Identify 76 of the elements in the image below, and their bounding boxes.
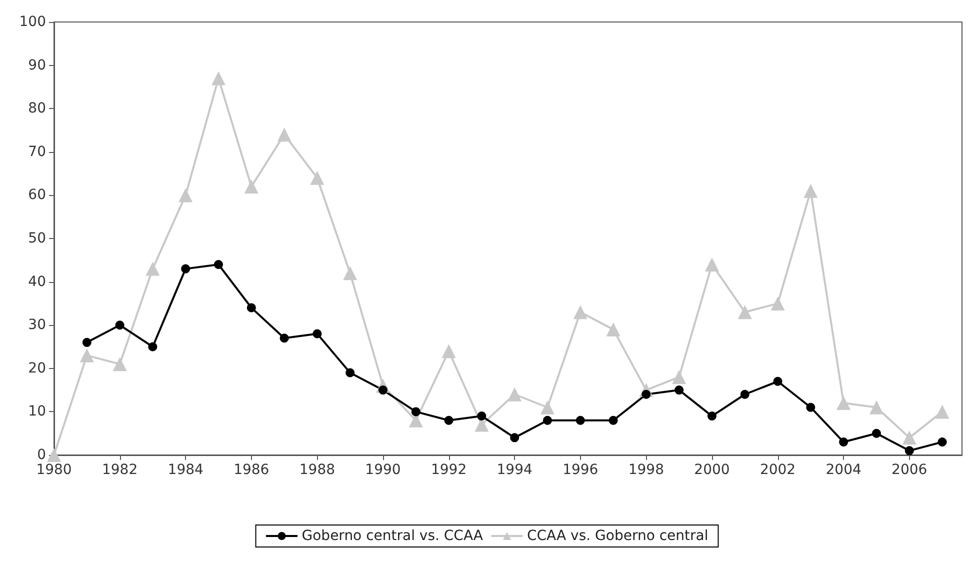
y-tick-label: 40	[28, 274, 46, 290]
y-tick-label: 100	[19, 14, 46, 30]
point	[839, 438, 848, 447]
point	[902, 430, 916, 445]
point	[178, 188, 193, 202]
point	[346, 368, 355, 378]
y-tick-label: 70	[28, 144, 46, 160]
point	[938, 438, 947, 447]
point	[704, 257, 719, 272]
point	[277, 128, 292, 142]
point	[576, 416, 585, 425]
point	[82, 338, 92, 347]
point	[738, 305, 752, 320]
point	[47, 448, 61, 462]
x-tick-label: 1982	[102, 462, 138, 478]
point	[246, 303, 256, 312]
x-tick-label: 1984	[168, 462, 204, 478]
point	[211, 71, 226, 86]
x-tick-label: 1998	[628, 462, 664, 478]
x-tick-label: 1980	[36, 462, 72, 478]
y-tick-label: 30	[28, 317, 46, 334]
point	[935, 404, 950, 419]
x-tick-label: 1990	[365, 462, 401, 478]
point	[904, 446, 914, 456]
point	[280, 334, 289, 343]
point	[343, 266, 358, 280]
point	[181, 264, 190, 274]
point	[214, 260, 223, 269]
point	[442, 344, 456, 358]
y-tick-label: 60	[28, 187, 46, 204]
point	[312, 329, 322, 338]
x-tick-label: 1992	[430, 462, 467, 478]
x-tick-label: 2002	[760, 462, 796, 478]
point	[869, 400, 884, 414]
point	[608, 416, 618, 425]
point	[310, 170, 324, 185]
point	[148, 342, 158, 352]
point	[542, 416, 552, 425]
point	[606, 322, 620, 336]
point	[444, 416, 454, 425]
point	[674, 386, 684, 395]
legend-label: Goberno central vs. CCAA	[302, 528, 484, 544]
point	[146, 262, 160, 276]
point	[773, 376, 782, 386]
x-tick-label: 2000	[694, 462, 730, 478]
point	[112, 357, 127, 372]
point	[672, 370, 686, 384]
x-tick-label: 1988	[299, 462, 336, 478]
y-tick-label: 0	[37, 447, 46, 463]
y-tick-label: 50	[28, 230, 46, 246]
point	[740, 390, 750, 399]
point	[510, 433, 520, 442]
point	[872, 428, 881, 438]
point	[477, 412, 486, 421]
y-tick-label: 80	[28, 100, 46, 117]
x-tick-label: 2004	[826, 462, 862, 478]
point	[80, 348, 94, 362]
x-tick-label: 2006	[892, 462, 928, 478]
x-tick-label: 1986	[234, 462, 270, 478]
x-tick-label: 1994	[496, 462, 532, 478]
point	[804, 184, 818, 198]
y-tick-label: 10	[28, 404, 46, 420]
x-tick-label: 1996	[562, 462, 598, 478]
point	[508, 387, 522, 402]
point	[836, 396, 851, 410]
point	[707, 412, 716, 421]
point	[806, 402, 816, 412]
point	[244, 180, 258, 194]
point	[115, 320, 124, 330]
y-tick-label: 90	[28, 57, 46, 74]
y-tick-label: 20	[28, 360, 46, 376]
point	[540, 400, 554, 414]
legend-label: CCAA vs. Goberno central	[527, 528, 708, 544]
point	[573, 305, 588, 320]
point	[770, 296, 785, 310]
point	[411, 407, 420, 416]
